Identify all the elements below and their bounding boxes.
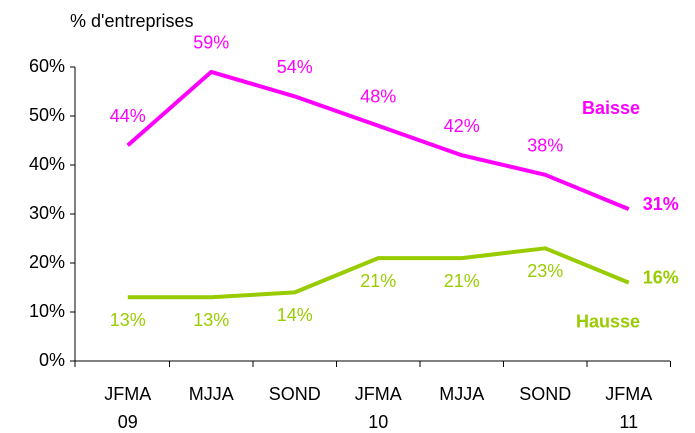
series-label: Hausse (576, 311, 640, 331)
data-label: 48% (360, 87, 396, 107)
data-label: 31% (643, 194, 679, 214)
y-axis-label: % d'entreprises (70, 11, 194, 31)
data-label: 23% (527, 261, 563, 281)
line (127, 246, 630, 300)
x-tick-label: 10 (368, 412, 388, 432)
data-label: 54% (277, 57, 313, 77)
line (126, 69, 630, 211)
series-label: Baisse (582, 98, 640, 118)
x-tick-label: 09 (118, 412, 138, 432)
data-label: 21% (444, 271, 480, 291)
data-label: 38% (527, 136, 563, 156)
x-tick-label: JFMA (605, 384, 652, 404)
data-label: 14% (277, 305, 313, 325)
data-label: 21% (360, 271, 396, 291)
x-tick-label: JFMA (355, 384, 402, 404)
y-tick-label: 20% (29, 252, 65, 272)
x-tick-label: 11 (619, 412, 638, 432)
x-tick-label: SOND (269, 384, 321, 404)
data-label: 16% (643, 267, 679, 287)
x-tick-label: MJJA (189, 384, 234, 404)
y-tick-label: 0% (39, 350, 65, 370)
y-tick-label: 60% (29, 56, 65, 76)
data-label: 59% (193, 33, 229, 53)
x-tick-label: MJJA (439, 384, 484, 404)
x-tick-label: SOND (519, 384, 571, 404)
y-tick-label: 40% (29, 154, 65, 174)
y-tick-label: 50% (29, 105, 65, 125)
data-label: 13% (110, 310, 146, 330)
y-tick-label: 10% (29, 301, 65, 321)
data-label: 42% (444, 116, 480, 136)
x-tick-label: JFMA (104, 384, 151, 404)
data-label: 13% (193, 310, 229, 330)
y-tick-label: 30% (29, 203, 65, 223)
data-label: 44% (110, 106, 146, 126)
